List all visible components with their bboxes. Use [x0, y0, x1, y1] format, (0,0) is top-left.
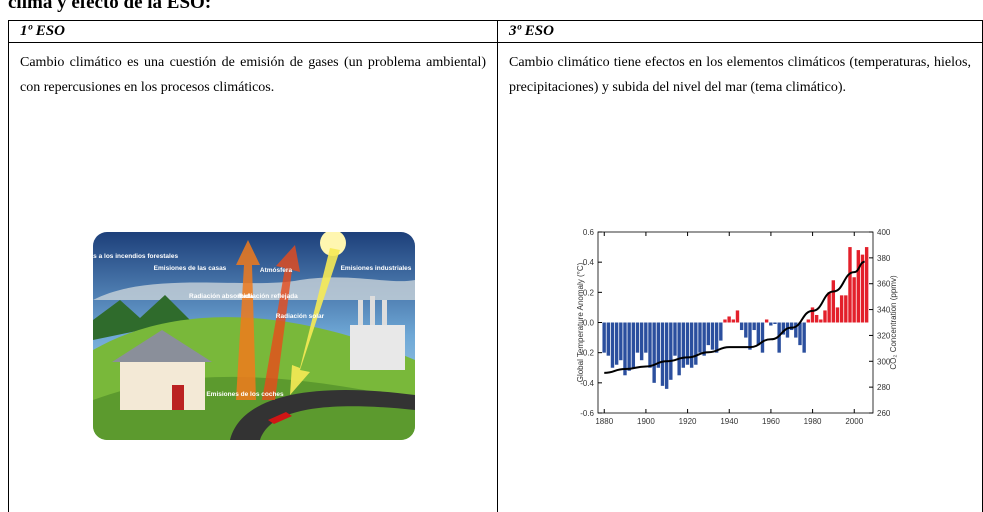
y2-tick-label: 400 [877, 228, 891, 237]
x-tick-label: 1960 [762, 417, 780, 426]
illustration-label: Emisiones de los coches [206, 391, 284, 398]
bar [719, 323, 722, 341]
bar [752, 323, 755, 331]
page: clima y efecto de la ESO: 1º ESO3º ESO C… [0, 0, 983, 508]
y2-tick-label: 380 [877, 254, 891, 263]
bar [727, 316, 730, 322]
y-tick-label: -0.6 [580, 409, 594, 418]
bar [836, 307, 839, 322]
bar [832, 280, 835, 322]
x-tick-label: 1980 [804, 417, 822, 426]
bar [636, 323, 639, 353]
illustration-label: Emisiones de las casas [154, 265, 227, 272]
bar [773, 323, 776, 325]
bar [677, 323, 680, 376]
bar [736, 310, 739, 322]
bar [748, 323, 751, 350]
y2-axis-label: CO₂ Concentration (ppmv) [889, 275, 898, 370]
x-tick-label: 1920 [679, 417, 697, 426]
bar [607, 323, 610, 356]
bar [844, 295, 847, 322]
bar [657, 323, 660, 368]
bar [769, 323, 772, 326]
bar [848, 247, 851, 322]
bar [661, 323, 664, 386]
bar [761, 323, 764, 353]
x-tick-label: 1940 [720, 417, 738, 426]
chart: -0.6-0.4-0.20.00.20.40.62602803003203403… [576, 228, 898, 426]
bar [807, 319, 810, 322]
illustration-label: Radiación reflejada [238, 293, 298, 300]
bar [665, 323, 668, 389]
bar [623, 323, 626, 376]
bar [669, 323, 672, 380]
bar [715, 323, 718, 353]
bar [857, 250, 860, 322]
y2-tick-label: 260 [877, 409, 891, 418]
illustration-label: Radiación solar [276, 313, 325, 320]
bar [644, 323, 647, 353]
bar [819, 319, 822, 322]
illustration-label: Emisiones industriales [341, 265, 412, 272]
bar [602, 323, 605, 353]
bar [723, 319, 726, 322]
bar [765, 319, 768, 322]
bar [682, 323, 685, 368]
bar [790, 323, 793, 331]
illustration-label: Atmósfera [260, 267, 293, 274]
y-tick-label: 0.6 [583, 228, 595, 237]
x-tick-label: 1900 [637, 417, 655, 426]
bar [707, 323, 710, 346]
bar [823, 310, 826, 322]
y-axis-label: Global Temperature Anomaly (°C) [576, 262, 585, 382]
illustration [93, 230, 415, 440]
bar [619, 323, 622, 361]
bar [802, 323, 805, 353]
bar [627, 323, 630, 371]
bar [757, 323, 760, 346]
bar [840, 295, 843, 322]
bar [702, 323, 705, 356]
bar [798, 323, 801, 346]
y2-tick-label: 280 [877, 383, 891, 392]
bar [632, 323, 635, 368]
bar [640, 323, 643, 361]
bar [865, 247, 868, 322]
figures: Emisiones debidas a los incendios forest… [0, 0, 983, 508]
bar [744, 323, 747, 338]
bar [648, 323, 651, 368]
bar [615, 323, 618, 365]
bar [732, 319, 735, 322]
bar [690, 323, 693, 368]
illustration-label: Emisiones debidas a los incendios forest… [38, 253, 179, 260]
bar [827, 292, 830, 322]
bar [740, 323, 743, 331]
x-tick-label: 1880 [595, 417, 613, 426]
bar [711, 323, 714, 350]
bar [694, 323, 697, 365]
bar [673, 323, 676, 356]
bar [852, 277, 855, 322]
bar [652, 323, 655, 383]
bar [815, 315, 818, 323]
x-tick-label: 2000 [845, 417, 863, 426]
bar [811, 307, 814, 322]
bar [611, 323, 614, 368]
bar [698, 323, 701, 353]
